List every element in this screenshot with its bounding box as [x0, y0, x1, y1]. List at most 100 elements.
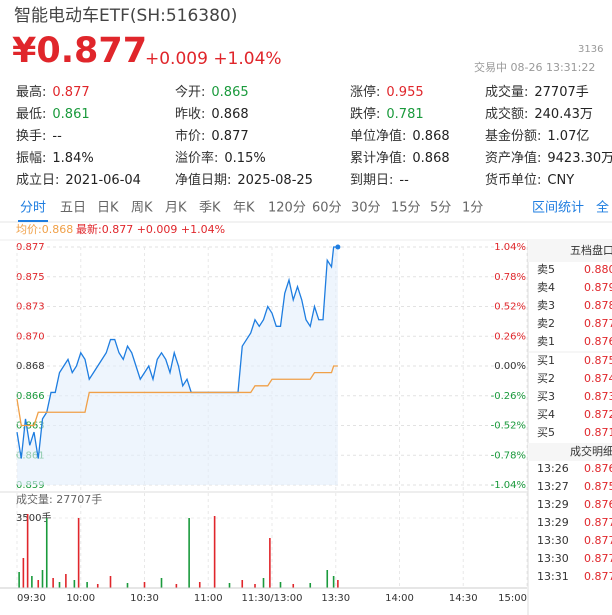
- volume-bar: [86, 582, 88, 588]
- stat-value: 0.877: [52, 85, 89, 100]
- price-area: [17, 247, 338, 485]
- trade-price: 0.877: [584, 570, 612, 583]
- stat-value: 1.84%: [52, 151, 93, 166]
- last-point: [335, 244, 341, 250]
- volume-bar: [254, 584, 256, 588]
- volume-bar: [77, 518, 80, 588]
- volume-bar: [175, 584, 178, 588]
- stat-label: 成交量:: [485, 84, 528, 100]
- trade-price: 0.876: [584, 462, 612, 475]
- y2-tick-label: -0.78%: [491, 450, 526, 461]
- tab[interactable]: 60分: [312, 201, 342, 216]
- stat-label: 换手:: [16, 129, 46, 144]
- y2-tick-label: 1.04%: [494, 242, 526, 253]
- trade-time: 13:31: [537, 570, 569, 583]
- tab[interactable]: 5分: [430, 201, 451, 216]
- volume-bar: [213, 516, 216, 588]
- stat-value: 0.781: [386, 107, 423, 122]
- volume-bar: [332, 576, 335, 588]
- trade-time: 13:30: [537, 552, 569, 565]
- volume-bar: [309, 583, 312, 588]
- tab[interactable]: 月K: [165, 201, 187, 216]
- title: 智能电动车ETF(SH:516380): [14, 6, 237, 26]
- tab[interactable]: 周K: [131, 201, 153, 216]
- volume-bar: [45, 518, 48, 588]
- stat-value: 0.868: [412, 129, 449, 144]
- tab[interactable]: 分时: [20, 201, 46, 216]
- tab[interactable]: 日K: [97, 201, 119, 216]
- stat: 今开: 0.865: [175, 84, 249, 100]
- y-tick-label: 0.866: [16, 391, 45, 402]
- stat: 资产净值: 9423.30万: [485, 150, 612, 166]
- book-label: 买2: [537, 372, 555, 385]
- y2-tick-label: -1.04%: [491, 480, 526, 491]
- volume-bar: [22, 558, 25, 588]
- y2-tick-label: 0.52%: [494, 302, 526, 313]
- y2-tick-label: 0.78%: [494, 272, 526, 283]
- stat-value: 2025-08-25: [237, 173, 313, 188]
- trade-price: 0.877: [584, 516, 612, 529]
- tab[interactable]: 1分: [462, 201, 483, 216]
- volume-bar: [96, 584, 99, 588]
- series-line: [16, 365, 338, 427]
- book-price: 0.875: [584, 354, 612, 367]
- tab[interactable]: 季K: [199, 201, 221, 216]
- book-price: 0.871: [584, 426, 612, 439]
- volume-bar: [41, 570, 44, 588]
- x-tick-label: 10:30: [130, 593, 159, 604]
- stat: 成立日: 2021-06-04: [16, 173, 141, 188]
- tab[interactable]: 年K: [233, 201, 255, 216]
- stat-label: 最低:: [16, 107, 46, 122]
- meta: 3136: [578, 44, 603, 55]
- volume-bar: [26, 514, 29, 588]
- stat: 最低: 0.861: [16, 107, 90, 122]
- book-price: 0.877: [584, 317, 612, 330]
- volume-bar: [37, 580, 40, 588]
- legend-latest: 最新:0.877 +0.009 +1.04%: [76, 222, 225, 236]
- stat-label: 今开:: [175, 84, 205, 100]
- stat: 溢价率: 0.15%: [175, 150, 266, 166]
- book-price: 0.878: [584, 299, 612, 312]
- stat-value: 0.877: [211, 129, 248, 144]
- volume-bar: [337, 580, 339, 588]
- tab[interactable]: 120分: [268, 201, 306, 216]
- stat: 成交量: 27707手: [485, 84, 589, 100]
- trade-time: 13:29: [537, 516, 569, 529]
- x-tick-label: 13:30: [321, 593, 350, 604]
- volume-bar: [228, 583, 231, 588]
- stat-value: 27707手: [534, 85, 588, 100]
- stat-value: 0.868: [412, 151, 449, 166]
- book-price: 0.874: [584, 372, 612, 385]
- volume-bar: [326, 570, 329, 588]
- meta: 交易中 08-26 13:31:22: [474, 60, 595, 74]
- stat-label: 累计净值:: [350, 150, 406, 166]
- volume-bar: [52, 578, 54, 588]
- x-tick-label: 10:00: [66, 593, 95, 604]
- tab[interactable]: 30分: [351, 201, 381, 216]
- x-tick-label: 09:30: [17, 593, 46, 604]
- volume-bar: [73, 580, 76, 588]
- stat-value: CNY: [547, 173, 574, 188]
- stat-label: 货币单位:: [485, 172, 541, 188]
- stat: 昨收: 0.868: [175, 107, 249, 122]
- stat-value: 0.861: [52, 107, 89, 122]
- stat: 基金份额: 1.07亿: [485, 128, 589, 144]
- stat-label: 振幅:: [16, 151, 46, 166]
- tab[interactable]: 15分: [391, 201, 421, 216]
- tab[interactable]: 全: [596, 200, 609, 216]
- trade-time: 13:30: [537, 534, 569, 547]
- y2-tick-label: -0.26%: [491, 391, 526, 402]
- x-tick-label: 11:30/13:00: [241, 593, 302, 604]
- volume-bar: [279, 582, 282, 588]
- stat-label: 跌停:: [350, 106, 380, 122]
- stat-label: 到期日:: [350, 173, 393, 188]
- stat: 累计净值: 0.868: [350, 150, 450, 166]
- y2-tick-label: -0.52%: [491, 421, 526, 432]
- tab[interactable]: 区间统计: [532, 201, 584, 216]
- panel-title: 五档盘口: [570, 243, 612, 257]
- volume-tick-label: 3500手: [16, 511, 51, 524]
- volume-bar: [65, 574, 67, 588]
- x-tick-label: 15:00: [498, 593, 527, 604]
- tab[interactable]: 五日: [60, 201, 86, 216]
- stat-label: 净值日期:: [175, 172, 231, 188]
